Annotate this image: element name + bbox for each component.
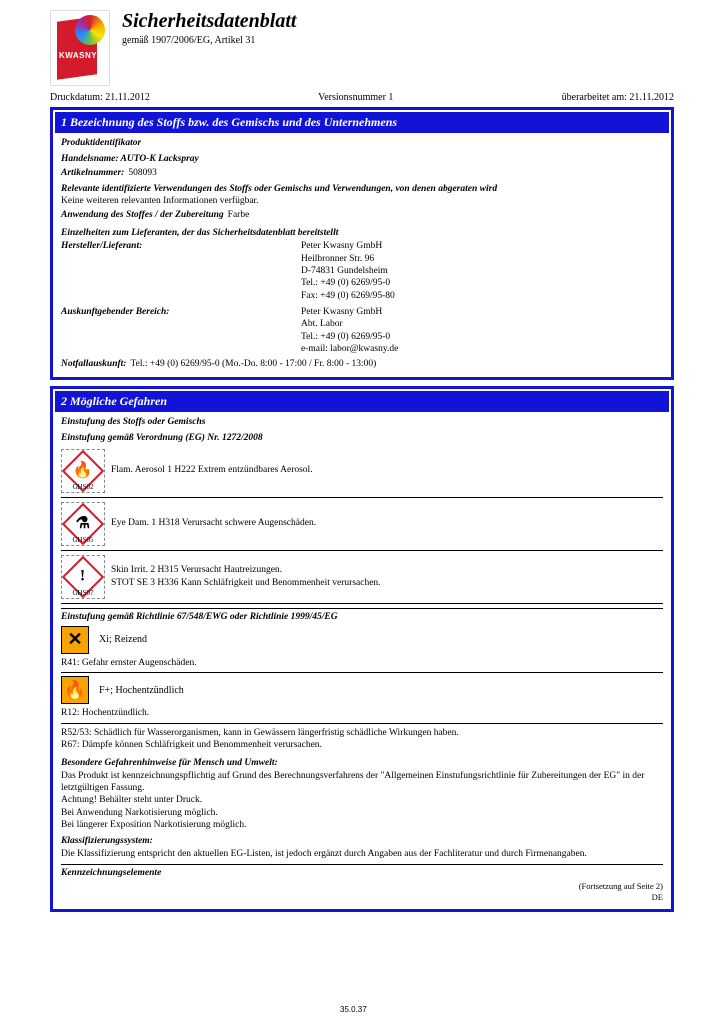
ghs-pictogram-ghs02: 🔥GHS02 bbox=[61, 449, 105, 493]
page-mark: 35.0.37 bbox=[340, 1005, 367, 1014]
dsd-label: Einstufung gemäß Richtlinie 67/548/EWG o… bbox=[61, 608, 663, 623]
section-1-header: 1 Bezeichnung des Stoffs bzw. des Gemisc… bbox=[55, 112, 669, 133]
class-system-label: Klassifizierungssystem: bbox=[61, 835, 663, 847]
version-no: Versionsnummer 1 bbox=[318, 92, 393, 103]
class-system-text: Die Klassifizierung entspricht den aktue… bbox=[61, 848, 663, 860]
dsd-row: 🔥 F+; Hochentzündlich bbox=[61, 676, 663, 704]
application-value: Farbe bbox=[228, 209, 250, 221]
meta-row: Druckdatum: 21.11.2012 Versionsnummer 1 … bbox=[50, 92, 674, 103]
ghs-text: Flam. Aerosol 1 H222 Extrem entzündbares… bbox=[111, 464, 313, 476]
uses-label: Relevante identifizierte Verwendungen de… bbox=[61, 183, 663, 195]
emergency-label: Notfallauskunft: bbox=[61, 358, 126, 370]
ghs-pictogram-list: 🔥GHS02 Flam. Aerosol 1 H222 Extrem entzün… bbox=[61, 449, 663, 604]
application-label: Anwendung des Stoffes / der Zubereitung bbox=[61, 209, 224, 221]
manufacturer-lines: Peter Kwasny GmbHHeilbronner Str. 96D-74… bbox=[301, 240, 663, 302]
classification-label: Einstufung des Stoffs oder Gemischs bbox=[61, 416, 663, 428]
kwasny-logo: KWASNY bbox=[50, 10, 110, 86]
revised-date: überarbeitet am: 21.11.2012 bbox=[562, 92, 674, 103]
r-phrase: R41: Gefahr ernster Augenschäden. bbox=[61, 657, 663, 669]
doc-title: Sicherheitsdatenblatt bbox=[122, 10, 674, 33]
section-2-box: 2 Mögliche Gefahren Einstufung des Stoff… bbox=[50, 386, 674, 913]
lang-code: DE bbox=[61, 892, 663, 903]
emergency-value: Tel.: +49 (0) 6269/95-0 (Mo.-Do. 8:00 - … bbox=[130, 358, 376, 370]
tradename: Handelsname: AUTO-K Lackspray bbox=[61, 153, 663, 165]
doc-subtitle: gemäß 1907/2006/EG, Artikel 31 bbox=[122, 35, 674, 46]
dsd-symbol: ✕ bbox=[61, 626, 89, 654]
ghs-pictogram-ghs07: !GHS07 bbox=[61, 555, 105, 599]
dsd-list: ✕ Xi; Reizend R41: Gefahr ernster Augensch… bbox=[61, 626, 663, 751]
info-dept-label: Auskunftgebender Bereich: bbox=[61, 306, 301, 318]
dsd-label: F+; Hochentzündlich bbox=[99, 684, 184, 697]
logo-brand-text: KWASNY bbox=[59, 51, 97, 60]
r-phrase: R12: Hochentzündlich. bbox=[61, 707, 663, 719]
label-elements: Kennzeichnungselemente bbox=[61, 864, 663, 879]
r-phrase: R52/53: Schädlich für Wasserorganismen, … bbox=[61, 727, 663, 739]
hazard-hints-lines: Das Produkt ist kennzeichnungspflichtig … bbox=[61, 770, 663, 832]
ghs-row: !GHS07Skin Irrit. 2 H315 Verursacht Haut… bbox=[61, 555, 663, 599]
ghs-text: Eye Dam. 1 H318 Verursacht schwere Augen… bbox=[111, 517, 316, 529]
section-1-box: 1 Bezeichnung des Stoffs bzw. des Gemisc… bbox=[50, 107, 674, 380]
ghs-row: ⚗GHS05 Eye Dam. 1 H318 Verursacht schwere… bbox=[61, 502, 663, 546]
dsd-row: ✕ Xi; Reizend bbox=[61, 626, 663, 654]
supplier-label: Einzelheiten zum Lieferanten, der das Si… bbox=[61, 227, 663, 239]
continuation-note: (Fortsetzung auf Seite 2) bbox=[61, 881, 663, 892]
manufacturer-label: Hersteller/Lieferant: bbox=[61, 240, 301, 252]
section-2-header: 2 Mögliche Gefahren bbox=[55, 391, 669, 412]
print-date: Druckdatum: 21.11.2012 bbox=[50, 92, 150, 103]
artno-value: 508093 bbox=[128, 167, 157, 179]
clp-label: Einstufung gemäß Verordnung (EG) Nr. 127… bbox=[61, 432, 663, 444]
dsd-symbol: 🔥 bbox=[61, 676, 89, 704]
ghs-text: Skin Irrit. 2 H315 Verursacht Hautreizun… bbox=[111, 564, 381, 589]
ghs-row: 🔥GHS02 Flam. Aerosol 1 H222 Extrem entzün… bbox=[61, 449, 663, 493]
r-phrase: R67: Dämpfe können Schläfrigkeit und Ben… bbox=[61, 739, 663, 751]
artno-label: Artikelnummer: bbox=[61, 167, 124, 179]
header-row: KWASNY Sicherheitsdatenblatt gemäß 1907/… bbox=[50, 10, 674, 86]
uses-note: Keine weiteren relevanten Informationen … bbox=[61, 195, 663, 207]
info-dept-lines: Peter Kwasny GmbHAbt. LaborTel.: +49 (0)… bbox=[301, 306, 663, 355]
hazard-hints-label: Besondere Gefahrenhinweise für Mensch un… bbox=[61, 757, 663, 769]
dsd-label: Xi; Reizend bbox=[99, 633, 147, 646]
product-identifier-label: Produktidentifikator bbox=[61, 137, 663, 149]
ghs-pictogram-ghs05: ⚗GHS05 bbox=[61, 502, 105, 546]
